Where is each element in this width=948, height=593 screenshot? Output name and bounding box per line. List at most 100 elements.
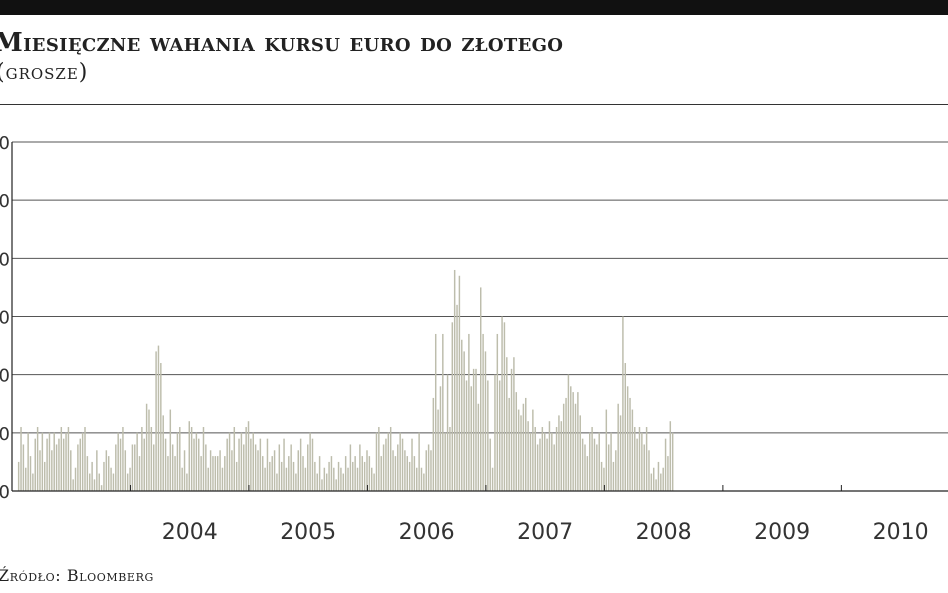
bar	[593, 438, 596, 491]
top-black-bar	[0, 0, 948, 15]
bar	[645, 427, 648, 491]
bar	[610, 432, 612, 491]
bar	[257, 450, 259, 491]
bar	[98, 473, 100, 491]
chart-source: Źródło: Bloomberg	[0, 566, 154, 585]
bar	[420, 467, 423, 491]
bar	[456, 304, 458, 491]
bar	[603, 467, 605, 491]
bar	[648, 450, 650, 491]
bar	[553, 444, 555, 491]
bar	[622, 316, 624, 491]
bar	[122, 427, 124, 491]
bar	[318, 456, 321, 491]
bar	[574, 403, 577, 491]
bar	[77, 444, 79, 491]
bars	[17, 269, 674, 491]
bar	[359, 444, 361, 491]
bar	[567, 374, 570, 491]
bar	[20, 427, 22, 491]
bar	[138, 456, 141, 491]
bar	[297, 450, 300, 491]
bar	[276, 473, 278, 491]
bar	[489, 438, 491, 491]
bar	[250, 438, 252, 491]
bar	[174, 456, 176, 491]
bar	[361, 456, 363, 491]
bar	[321, 479, 323, 491]
bar	[591, 427, 593, 491]
bar	[131, 444, 134, 491]
bar	[288, 456, 290, 491]
bar	[115, 444, 117, 491]
bar	[522, 403, 525, 491]
bar	[506, 357, 508, 491]
bar	[472, 368, 475, 491]
axes	[11, 142, 948, 492]
bar	[195, 432, 198, 491]
bar	[652, 467, 655, 491]
bar	[560, 421, 563, 491]
bar	[280, 461, 283, 491]
bar	[543, 432, 546, 491]
y-tick-label: 20	[0, 366, 10, 387]
bar	[145, 403, 148, 491]
bar	[100, 485, 103, 491]
bar	[634, 427, 636, 491]
chart-subtitle: (grosze)	[0, 60, 89, 85]
bar	[330, 456, 333, 491]
bar	[551, 432, 553, 491]
bar	[607, 444, 610, 491]
bar	[389, 427, 392, 491]
bar	[157, 345, 160, 491]
bar	[181, 467, 183, 491]
bar	[314, 461, 316, 491]
bar	[39, 450, 41, 491]
bar	[508, 397, 510, 491]
bar	[126, 473, 129, 491]
bar	[373, 473, 375, 491]
bar	[451, 322, 454, 491]
bar	[136, 432, 138, 491]
bar	[423, 473, 425, 491]
bar	[555, 427, 558, 491]
y-tick-label: 0	[0, 482, 10, 503]
bar	[662, 467, 664, 491]
x-tick-label: 2006	[399, 520, 455, 545]
bar	[34, 438, 36, 491]
bar	[354, 456, 356, 491]
y-tick-label: 40	[0, 249, 10, 270]
bar	[638, 427, 641, 491]
bar	[129, 467, 131, 491]
bar	[356, 467, 359, 491]
bar	[86, 456, 89, 491]
bar	[91, 461, 93, 491]
bar	[449, 427, 451, 491]
x-tick-label: 2007	[517, 520, 573, 545]
bar	[79, 438, 81, 491]
bar	[233, 427, 236, 491]
bar	[572, 392, 574, 491]
bar	[36, 427, 39, 491]
bar	[446, 374, 449, 491]
bar	[271, 456, 273, 491]
bar	[67, 427, 70, 491]
bar	[392, 450, 394, 491]
y-tick-label: 30	[0, 308, 10, 329]
bar	[615, 450, 617, 491]
bar	[316, 473, 318, 491]
bar	[235, 461, 238, 491]
bar	[325, 473, 328, 491]
bar	[461, 339, 463, 491]
bar	[266, 438, 269, 491]
bar	[81, 432, 84, 491]
bar	[664, 438, 667, 491]
bar	[53, 432, 55, 491]
bar	[520, 415, 522, 491]
bar	[183, 450, 186, 491]
bar	[152, 444, 155, 491]
bar	[254, 444, 257, 491]
bar	[143, 438, 145, 491]
bar	[278, 444, 281, 491]
bar	[205, 444, 207, 491]
